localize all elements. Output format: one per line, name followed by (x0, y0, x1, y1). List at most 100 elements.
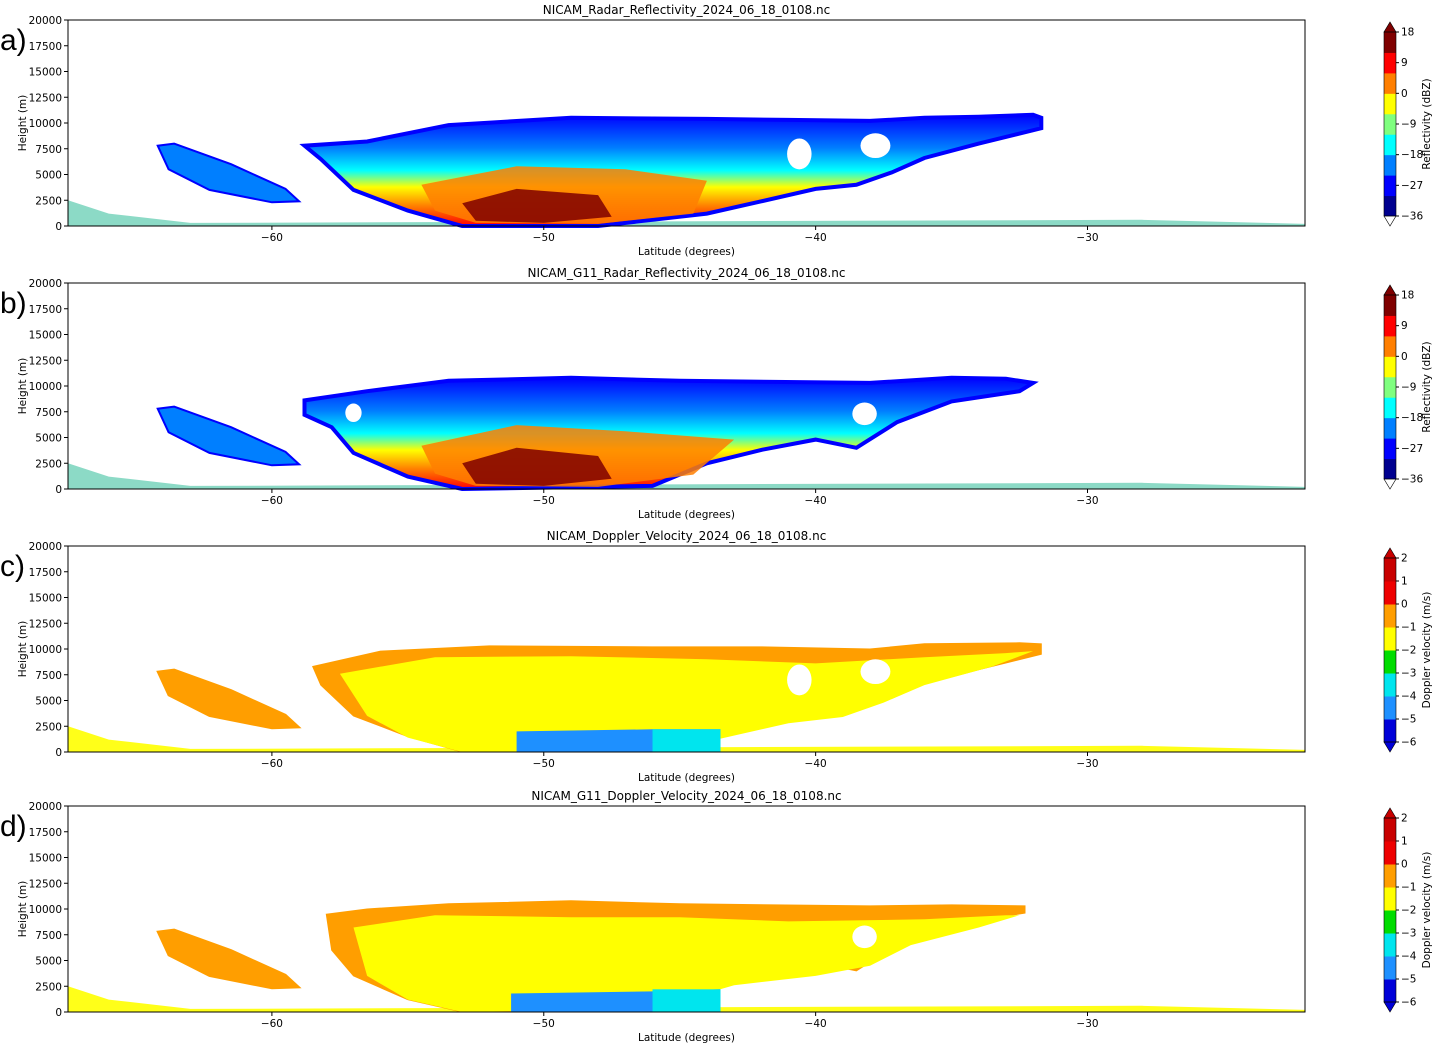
colorbar-segment (1384, 356, 1396, 378)
x-axis-label: Latitude (degrees) (638, 772, 735, 784)
cloud-gap (787, 664, 812, 696)
colorbar-segment (1384, 113, 1396, 135)
colorbar-segment (1384, 979, 1396, 1003)
y-tick-label: 15000 (29, 593, 62, 605)
colorbar-segment (1384, 558, 1396, 582)
plot-area (68, 283, 1305, 492)
x-tick-label: −40 (805, 495, 827, 507)
colorbar-label: Doppler velocity (m/s) (1421, 592, 1433, 709)
colorbar-extend-min (1383, 741, 1397, 753)
cloud-gap (787, 138, 812, 170)
colorbar-segment (1384, 93, 1396, 115)
colorbar-extend-min (1383, 478, 1397, 490)
x-tick-label: −50 (533, 758, 555, 770)
colorbar-tick-label: 0 (1401, 599, 1408, 611)
x-axis-label: Latitude (degrees) (638, 509, 735, 521)
colorbar-tick-label: −18 (1401, 412, 1423, 424)
y-tick-label: 5000 (35, 696, 62, 708)
y-tick-label: 7500 (35, 930, 62, 942)
colorbar-extend-max (1383, 547, 1397, 559)
x-tick-label: −30 (1076, 495, 1098, 507)
y-axis-label: Height (m) (17, 881, 29, 937)
panel-letter: c) (0, 550, 25, 583)
cloud-gap (852, 402, 877, 426)
y-tick-label: 15000 (29, 330, 62, 342)
x-tick-label: −60 (261, 232, 283, 244)
surface-layer (68, 726, 1305, 752)
y-tick-label: 10000 (29, 381, 62, 393)
colorbar-segment (1384, 335, 1396, 357)
colorbar-tick-label: 9 (1401, 57, 1408, 69)
y-tick-label: 20000 (29, 15, 62, 27)
colorbar-segment (1384, 673, 1396, 697)
y-tick-label: 5000 (35, 170, 62, 182)
colorbar-tick-label: −5 (1401, 714, 1416, 726)
y-tick-label: 2500 (35, 195, 62, 207)
colorbar: 18 9 0 −9 −18 −27 −36 Reflectivity (dBZ) (1383, 284, 1433, 490)
y-tick-label: 2500 (35, 721, 62, 733)
colorbar-segment (1384, 72, 1396, 94)
colorbar-tick-label: −1 (1401, 622, 1416, 634)
colorbar-label: Reflectivity (dBZ) (1421, 341, 1433, 432)
colorbar-segment (1384, 295, 1396, 316)
plot-area (68, 546, 1305, 753)
colorbar-tick-label: −3 (1401, 928, 1416, 940)
colorbar-segment (1384, 818, 1396, 842)
chart-a: NICAM_Radar_Reflectivity_2024_06_18_0108… (17, 3, 1433, 258)
colorbar-segment (1384, 195, 1396, 217)
panel-a: a) NICAM_Radar_Reflectivity_2024_06_18_0… (0, 0, 1440, 262)
chart-b: NICAM_G11_Radar_Reflectivity_2024_06_18_… (17, 266, 1433, 521)
x-tick-label: −50 (533, 1018, 555, 1030)
y-tick-label: 20000 (29, 541, 62, 553)
cloud-gap (852, 925, 877, 949)
x-tick-label: −40 (805, 232, 827, 244)
colorbar-segment (1384, 956, 1396, 980)
y-tick-label: 2500 (35, 981, 62, 993)
x-tick-label: −30 (1076, 758, 1098, 770)
panel-d: d) NICAM_G11_Doppler_Velocity_2024_06_18… (0, 786, 1440, 1048)
colorbar-extend-min (1383, 215, 1397, 227)
x-tick-label: −60 (261, 1018, 283, 1030)
colorbar-segment (1384, 887, 1396, 911)
chart-title: NICAM_Radar_Reflectivity_2024_06_18_0108… (543, 3, 830, 17)
reflectivity-max-core (462, 188, 612, 223)
y-tick-label: 12500 (29, 355, 62, 367)
panel-letter: d) (0, 810, 27, 843)
colorbar-tick-label: 18 (1401, 290, 1414, 302)
colorbar-label: Doppler velocity (m/s) (1421, 852, 1433, 969)
y-tick-label: 7500 (35, 407, 62, 419)
y-tick-label: 17500 (29, 41, 62, 53)
y-tick-label: 17500 (29, 827, 62, 839)
x-axis-label: Latitude (degrees) (638, 1032, 735, 1044)
colorbar-segment (1384, 315, 1396, 337)
colorbar-tick-label: 2 (1401, 813, 1408, 825)
colorbar: 2 1 0 −1 −2 −3 −4 −5 −6 Doppler velocity (m/s) (1383, 807, 1433, 1013)
y-tick-label: 0 (55, 1007, 62, 1019)
colorbar-segment (1384, 719, 1396, 743)
colorbar-tick-label: −4 (1401, 691, 1417, 703)
surface-layer (68, 463, 1305, 489)
colorbar-tick-label: 1 (1401, 836, 1408, 848)
colorbar-tick-label: 2 (1401, 553, 1408, 565)
y-tick-label: 0 (55, 221, 62, 233)
colorbar-segment (1384, 397, 1396, 419)
y-tick-label: 2500 (35, 458, 62, 470)
y-axis-label: Height (m) (17, 95, 29, 151)
colorbar-segment (1384, 52, 1396, 74)
panel-letter: b) (0, 287, 27, 320)
x-tick-label: −30 (1076, 1018, 1098, 1030)
colorbar-tick-label: 9 (1401, 320, 1408, 332)
anvil-cloud (156, 405, 302, 467)
colorbar: 2 1 0 −1 −2 −3 −4 −5 −6 Doppler velocity (m/s) (1383, 547, 1433, 753)
y-tick-label: 12500 (29, 618, 62, 630)
surface-layer (68, 200, 1305, 226)
y-axis-label: Height (m) (17, 621, 29, 677)
y-tick-label: 20000 (29, 278, 62, 290)
panel-c: c) NICAM_Doppler_Velocity_2024_06_18_010… (0, 526, 1440, 788)
chart-d: NICAM_G11_Doppler_Velocity_2024_06_18_01… (17, 789, 1433, 1044)
colorbar-segment (1384, 417, 1396, 439)
colorbar-segment (1384, 864, 1396, 888)
surface-layer (68, 986, 1305, 1012)
y-tick-label: 5000 (35, 433, 62, 445)
colorbar-segment (1384, 134, 1396, 156)
